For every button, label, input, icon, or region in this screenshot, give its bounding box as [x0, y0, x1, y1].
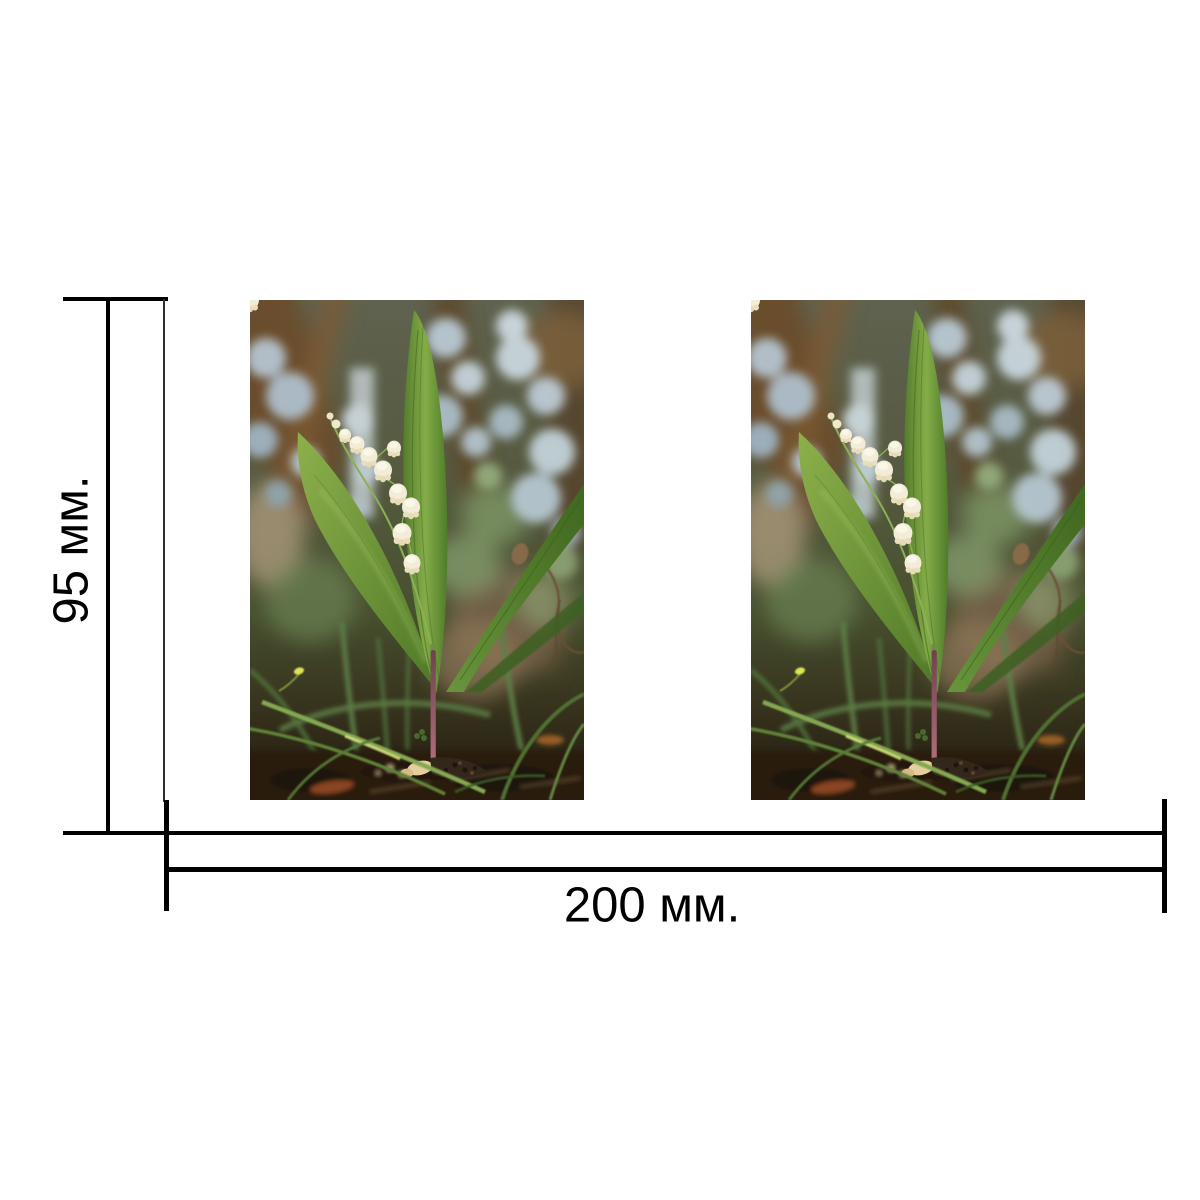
lily-photo-left: [250, 300, 584, 800]
lily-photo-illustration: [751, 300, 1085, 800]
height-dim-label: 95 мм.: [44, 475, 99, 625]
height-extension-line: [163, 299, 165, 802]
baseline-long-line: [63, 831, 1167, 835]
lily-photo-right: [751, 300, 1085, 800]
lily-photo-illustration: [250, 300, 584, 800]
width-dim-label: 200 мм.: [563, 878, 741, 933]
height-dim-line: [106, 297, 110, 835]
width-dim-right-cap: [1162, 799, 1167, 913]
width-dim-line: [164, 867, 1167, 872]
height-dim-top-cap: [63, 297, 168, 301]
width-dim-left-cap: [164, 800, 169, 911]
